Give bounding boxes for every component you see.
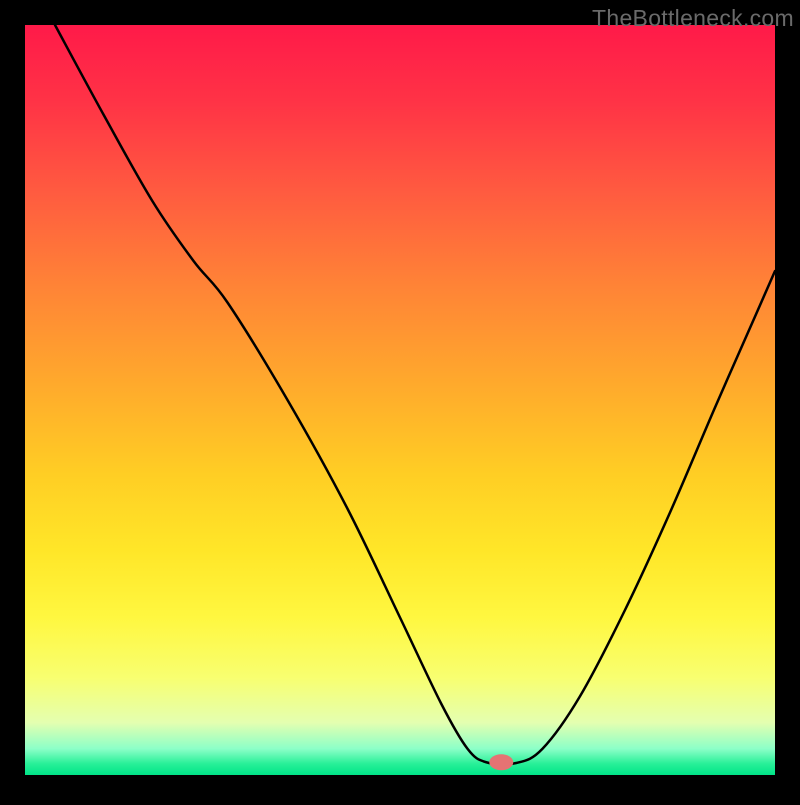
optimum-marker xyxy=(489,754,513,770)
plot-background xyxy=(25,25,775,775)
bottleneck-chart xyxy=(0,0,800,800)
watermark-text: TheBottleneck.com xyxy=(592,5,794,32)
